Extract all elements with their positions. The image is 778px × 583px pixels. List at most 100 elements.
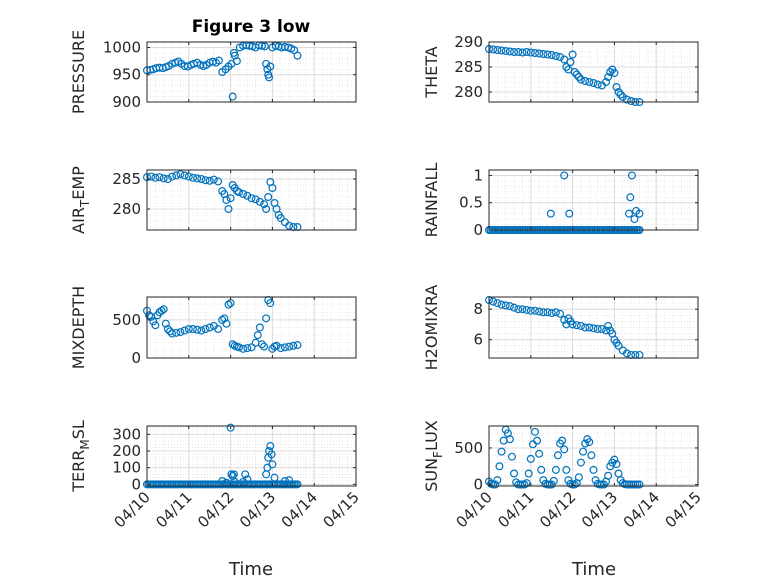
data-point [618,92,627,101]
data-point [612,82,621,91]
data-point [622,349,631,358]
data-point [230,51,239,60]
data-point [157,306,166,315]
data-point [533,436,542,445]
data-point [568,50,577,59]
data-point [241,470,250,479]
data-point [524,469,533,478]
data-point [493,45,502,54]
data-point [172,171,181,180]
data-point [224,300,233,309]
data-point [581,76,590,85]
data-point [255,323,264,332]
data-point [230,477,239,486]
data-point [522,305,531,314]
y-axis-label: THETA [422,46,441,98]
y-axis-label: MIXDEPTH [69,286,88,369]
data-point [168,329,177,338]
data-point [530,427,539,436]
data-point [560,445,569,454]
data-point [572,321,581,330]
axes-box [146,41,357,103]
axes-box [488,296,699,359]
data-point [229,470,238,479]
data-point [593,325,602,334]
data-point [543,308,552,317]
data-point [155,173,164,182]
data-point [285,476,294,485]
axes-box [146,296,357,359]
data-point [556,52,565,61]
data-point [514,47,523,56]
data-point [576,458,585,467]
data-point [585,438,594,447]
data-point [226,194,235,203]
x-axis-label-left: Time [228,559,273,580]
data-point [205,323,214,332]
x-tick-label: 04/10 [111,488,154,531]
x-axis-label-right: Time [571,559,616,580]
data-point [224,205,233,214]
series-markers [143,41,302,101]
y-tick-label: 0 [131,475,141,493]
data-point [593,80,602,89]
data-point [262,205,271,214]
data-point [193,325,202,334]
y-tick-label: 1000 [103,38,141,56]
data-point [489,45,498,54]
data-point [193,174,202,183]
y-tick-label: 8 [473,300,483,318]
data-point [576,75,585,84]
data-point [149,317,158,326]
data-point [268,460,277,469]
data-point [574,473,583,482]
data-point [262,59,271,68]
y-tick-label: 200 [112,442,141,460]
axes-box [488,425,699,487]
data-point [566,57,575,66]
data-point [253,331,262,340]
data-point [260,342,269,351]
data-point [518,48,527,57]
data-point [535,49,544,58]
data-point [232,57,241,66]
data-point [551,51,560,60]
data-point [570,67,579,76]
data-point [530,306,539,315]
data-point [201,176,210,185]
series-markers [485,425,644,489]
y-tick-label: 0 [473,221,483,239]
data-point [497,46,506,55]
x-tick-label: 04/14 [620,488,663,531]
data-point [234,188,243,197]
data-point [585,77,594,86]
series-markers [485,44,644,106]
data-point [558,436,567,445]
data-point [493,299,502,308]
data-point [562,465,571,474]
series-markers [143,296,302,353]
x-tick-label: 04/12 [536,488,579,531]
plot-area [489,426,698,486]
data-point [505,302,514,311]
data-point [293,341,302,350]
data-point [606,67,615,76]
data-point [574,72,583,81]
data-point [255,197,264,206]
data-point [505,435,514,444]
data-point [214,177,223,186]
data-point [610,455,619,464]
data-point [214,325,223,334]
data-point [549,476,558,485]
data-point [553,451,562,460]
y-tick-label: 290 [454,33,483,51]
data-point [635,209,644,218]
data-point [285,342,294,351]
data-point [602,326,611,335]
data-point [265,73,274,82]
data-point [547,50,556,59]
data-point [497,447,506,456]
data-point [214,56,223,65]
data-point [614,341,623,350]
data-point [489,297,498,306]
